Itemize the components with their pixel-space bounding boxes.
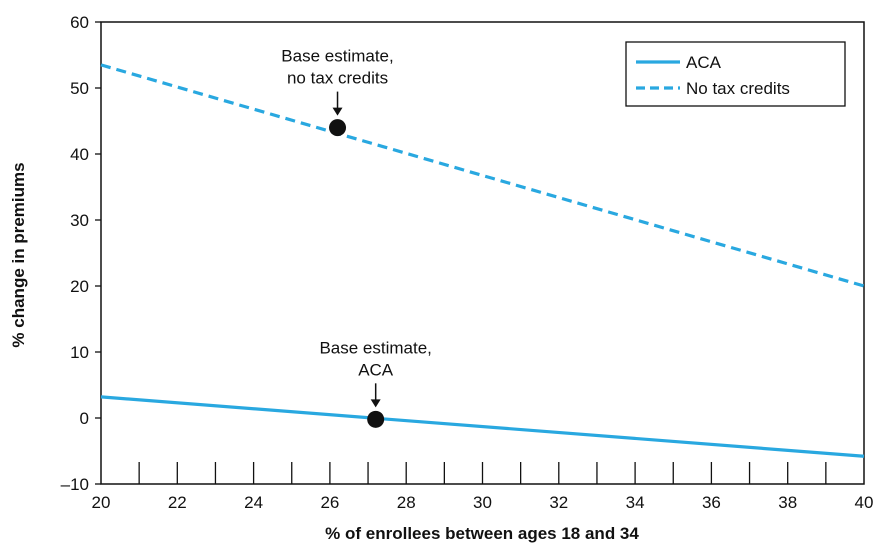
y-tick-label: 20 — [70, 277, 89, 296]
annotations: Base estimate, no tax credits Base estimat… — [281, 47, 432, 428]
x-tick-label: 40 — [855, 493, 874, 512]
x-tick-label: 20 — [92, 493, 111, 512]
annotation-arrow-head — [370, 399, 381, 408]
annotation-label: no tax credits — [287, 69, 388, 88]
annotation-label: Base estimate, — [319, 338, 431, 357]
x-tick-label: 26 — [320, 493, 339, 512]
x-tick-label: 24 — [244, 493, 263, 512]
y-tick-label: 10 — [70, 343, 89, 362]
y-tick-label: 0 — [80, 409, 89, 428]
base-estimate-point — [367, 410, 385, 428]
x-tick-label: 30 — [473, 493, 492, 512]
x-tick-label: 32 — [549, 493, 568, 512]
series-line-no-tax-credits — [100, 63, 865, 288]
x-tick-label: 22 — [168, 493, 187, 512]
x-tick-label: 38 — [778, 493, 797, 512]
legend-box — [625, 41, 846, 107]
x-tick-label: 28 — [397, 493, 416, 512]
y-tick-label: 60 — [70, 13, 89, 32]
annotation-label: Base estimate, — [281, 47, 393, 66]
y-axis-title: % change in premiums — [9, 162, 28, 347]
annotation-label: ACA — [358, 360, 394, 379]
x-axis: 20 22 24 26 28 30 32 34 36 38 40 — [92, 462, 874, 512]
x-tick-label: 34 — [626, 493, 645, 512]
base-estimate-point — [329, 119, 347, 137]
x-tick-label: 36 — [702, 493, 721, 512]
legend-label: No tax credits — [686, 79, 790, 98]
series-line-aca — [100, 395, 865, 458]
annotation-arrow-head — [332, 107, 343, 116]
legend-label: ACA — [686, 53, 722, 72]
y-tick-label: 30 — [70, 211, 89, 230]
y-tick-label: 40 — [70, 145, 89, 164]
y-tick-label: 50 — [70, 79, 89, 98]
y-axis: –10 0 10 20 30 40 50 60 — [61, 13, 101, 494]
series-lines — [100, 63, 865, 458]
y-tick-label: –10 — [61, 475, 89, 494]
legend: ACA No tax credits — [625, 41, 846, 107]
x-axis-title: % of enrollees between ages 18 and 34 — [325, 524, 639, 543]
